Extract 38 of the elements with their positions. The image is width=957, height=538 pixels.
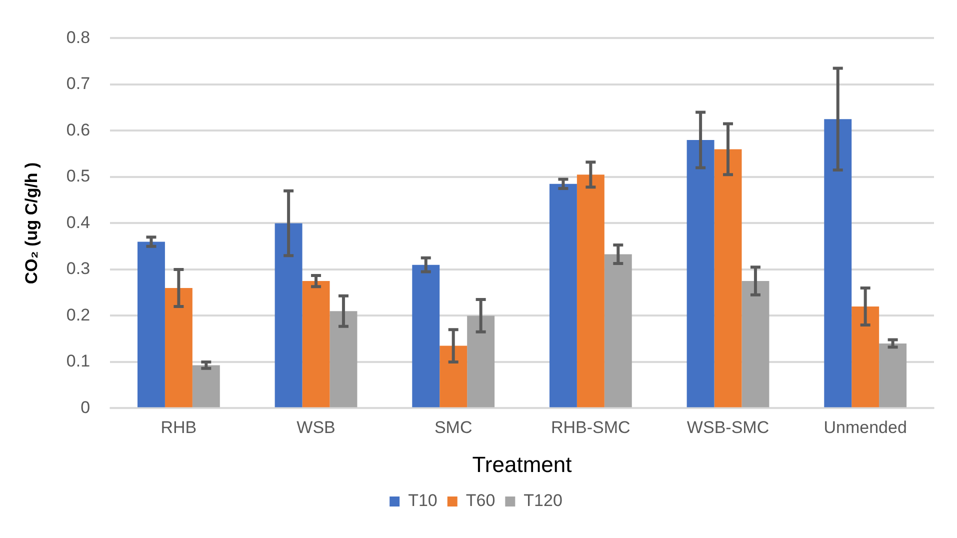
- y-tick-label: 0.7: [66, 74, 90, 94]
- legend-label: T60: [466, 491, 496, 510]
- x-tick-label: WSB-SMC: [686, 418, 770, 438]
- legend-label: T120: [524, 491, 562, 510]
- bar: [164, 288, 192, 408]
- x-tick-label: SMC: [434, 418, 472, 438]
- bar: [852, 306, 880, 408]
- bar: [879, 343, 907, 408]
- x-axis-title: Treatment: [472, 452, 572, 477]
- y-tick-label: 0.8: [66, 28, 90, 47]
- bar: [440, 346, 468, 408]
- y-tick-label: 0.3: [66, 259, 90, 278]
- y-tick-label: 0: [80, 398, 90, 417]
- bar: [302, 281, 330, 408]
- bar: [138, 242, 165, 408]
- bar: [604, 254, 632, 408]
- bar: [742, 281, 770, 408]
- x-tick-label: RHB-SMC: [551, 418, 630, 438]
- bar: [824, 119, 852, 408]
- bar: [330, 311, 358, 408]
- bar: [714, 149, 742, 408]
- y-tick-label: 0.5: [66, 166, 90, 186]
- y-tick-label: 0.6: [66, 120, 90, 140]
- y-tick-label: 0.1: [66, 352, 90, 371]
- x-tick-label: WSB: [296, 418, 336, 438]
- bar: [549, 184, 577, 408]
- x-tick-label: RHB: [160, 418, 197, 438]
- bar: [686, 140, 714, 408]
- bar: [412, 264, 440, 408]
- y-tick-label: 0.4: [66, 212, 90, 232]
- bar: [576, 174, 604, 408]
- bar: [467, 316, 495, 408]
- bar: [192, 365, 220, 408]
- x-tick-label: Unmended: [824, 418, 907, 438]
- bar: [274, 223, 302, 408]
- y-tick-label: 0.2: [66, 305, 90, 324]
- y-axis-title: CO₂ (ug C/g/h ): [22, 162, 41, 284]
- legend-label: T10: [408, 491, 438, 510]
